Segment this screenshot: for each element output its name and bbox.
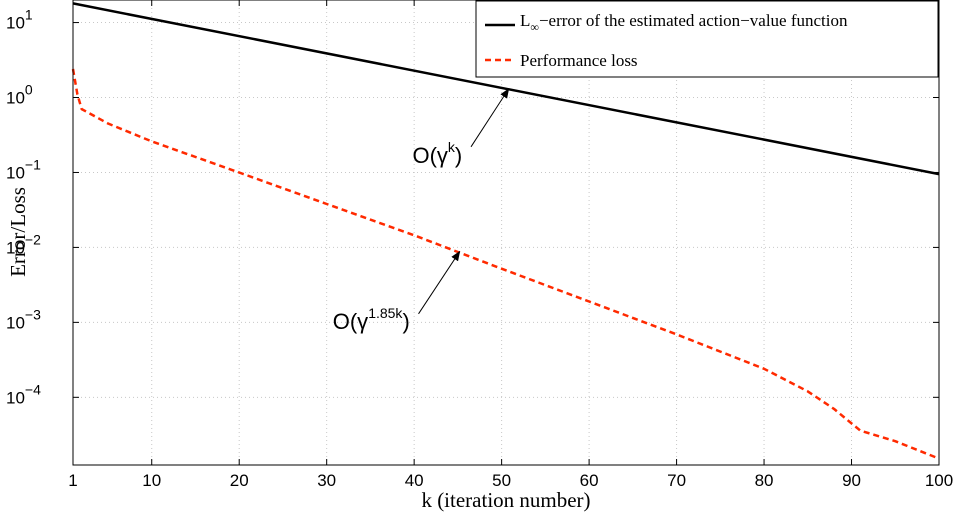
- annotation-rate-gamma-k: O(γk): [412, 139, 462, 168]
- x-tick-label: 100: [925, 471, 953, 490]
- annotation-rate-gamma-1-85k: O(γ1.85k): [333, 305, 410, 334]
- series-line-performance-loss: [71, 68, 940, 460]
- ticks: 1 10 20 30 40 50 60 70 80 90 100 101 100 10−1 10−2 10−3…: [6, 0, 953, 490]
- x-tick-label: 70: [667, 471, 686, 490]
- y-tick-label: 10−4: [6, 381, 41, 407]
- x-tick-label: 40: [405, 471, 424, 490]
- x-tick-label: 1: [68, 471, 77, 490]
- y-tick-label: 10−3: [6, 306, 41, 332]
- grid: [73, 0, 939, 465]
- y-tick-label: 10−1: [6, 156, 41, 182]
- plot-frame: [72, 0, 940, 466]
- annotation-arrow: [470, 88, 510, 148]
- y-tick-label: 101: [6, 7, 33, 33]
- x-axis-title: k (iteration number): [421, 488, 590, 512]
- annotation-arrow: [418, 250, 461, 315]
- y-tick-label: 100: [6, 82, 33, 108]
- x-tick-label: 10: [142, 471, 161, 490]
- annotations: O(γk) O(γ1.85k): [333, 88, 510, 334]
- legend-label-value-function: L∞−error of the estimated action−value f…: [520, 11, 848, 34]
- legend-label-performance-loss: Performance loss: [520, 51, 638, 70]
- x-tick-label: 30: [317, 471, 336, 490]
- x-tick-label: 60: [580, 471, 599, 490]
- x-tick-label: 90: [842, 471, 861, 490]
- y-axis-title: Error/Loss: [6, 187, 30, 277]
- y-tick-label: 10−2: [6, 231, 41, 257]
- x-tick-label: 20: [230, 471, 249, 490]
- legend-box: [475, 0, 939, 78]
- legend: L∞−error of the estimated action−value f…: [475, 0, 939, 78]
- x-tick-label: 80: [755, 471, 774, 490]
- x-tick-label: 50: [492, 471, 511, 490]
